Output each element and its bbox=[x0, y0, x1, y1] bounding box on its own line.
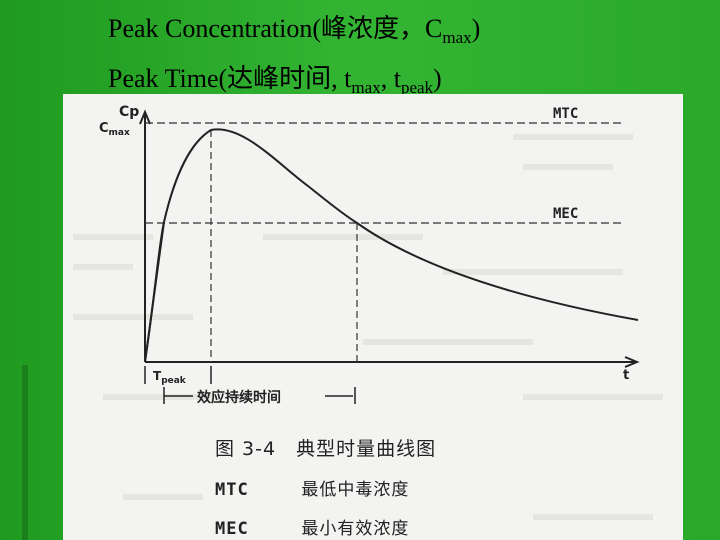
cmax-label: Cmax bbox=[99, 121, 130, 138]
legend-abbr: MTC bbox=[215, 480, 249, 500]
caption-title: 图 3-4 典型时量曲线图 bbox=[215, 438, 437, 460]
legend-row-mec: MEC 最小有效浓度 bbox=[215, 514, 436, 539]
tpeak-label: Tpeak bbox=[153, 369, 187, 386]
legend-desc: 最低中毒浓度 bbox=[301, 480, 410, 500]
mec-label: MEC bbox=[553, 206, 578, 222]
curve-diagram: Cp Cmax MTC MEC t Tpeak 效应持续时间 bbox=[73, 104, 663, 520]
legend-abbr: MEC bbox=[215, 519, 249, 539]
x-axis-label: t bbox=[623, 368, 629, 383]
x-axis-arrow bbox=[624, 356, 640, 368]
concentration-time-figure: Cp Cmax MTC MEC t Tpeak 效应持续时间 图 3-4 典型时… bbox=[63, 94, 683, 540]
bleed-through-texture bbox=[73, 134, 663, 520]
y-axis-label: Cp bbox=[119, 104, 139, 120]
slide-accent-bar bbox=[22, 365, 28, 540]
absorption-line bbox=[144, 221, 165, 363]
y-axis-arrow bbox=[139, 109, 151, 125]
mtc-label: MTC bbox=[553, 106, 578, 122]
figure-caption: 图 3-4 典型时量曲线图 MTC 最低中毒浓度 MEC 最小有效浓度 bbox=[215, 434, 436, 539]
legend-row-mtc: MTC 最低中毒浓度 bbox=[215, 475, 436, 500]
legend-desc: 最小有效浓度 bbox=[301, 519, 410, 539]
heading-peak-concentration: Peak Concentration(峰浓度，Cmax) bbox=[108, 14, 481, 47]
heading-peak-time: Peak Time(达峰时间, tmax, tpeak) bbox=[108, 64, 442, 97]
duration-label: 效应持续时间 bbox=[197, 389, 281, 406]
